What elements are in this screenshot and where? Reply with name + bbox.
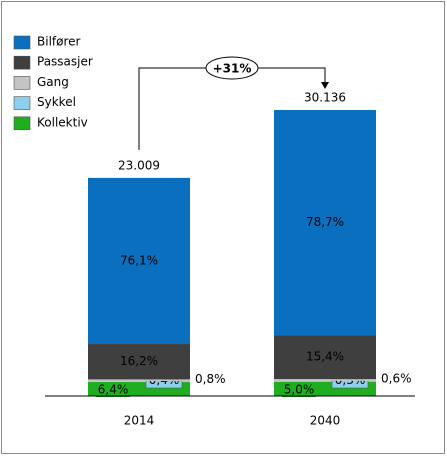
arrow-head [321, 82, 329, 90]
data-label: 78,7% [306, 215, 344, 229]
data-label: 5,0% [284, 383, 315, 397]
legend-swatch [13, 55, 31, 70]
legend-label: Kollektiv [37, 115, 88, 129]
legend-swatch [13, 35, 31, 50]
legend-swatch [13, 116, 31, 131]
bar-segment [274, 380, 376, 382]
legend-label: Passasjer [37, 55, 93, 69]
data-label: 15,4% [306, 350, 344, 364]
legend-label: Bilfører [37, 35, 81, 49]
bar-segment [274, 335, 376, 380]
bar-segment [88, 381, 190, 383]
data-label: 0,8% [195, 372, 226, 386]
label-box [96, 382, 130, 397]
data-label: 6,4% [98, 383, 129, 397]
bar-segment [88, 344, 190, 380]
data-label: 16,2% [120, 354, 158, 368]
label-box [282, 382, 316, 397]
bar-segment [274, 110, 376, 336]
bar-segment [88, 177, 190, 345]
data-label: 0,6% [381, 372, 412, 386]
legend-label: Gang [37, 75, 69, 89]
x-tick-label: 2014 [124, 414, 155, 428]
legend-swatch [13, 76, 31, 90]
total-label: 30.136 [304, 91, 346, 105]
legend-swatch [13, 96, 31, 110]
legend-label: Sykkel [37, 95, 76, 109]
bar-segment [88, 379, 190, 382]
annotation-bubble [205, 56, 259, 80]
annotation: +31% [213, 62, 252, 76]
x-tick-label: 2040 [310, 414, 341, 428]
total-label: 23.009 [118, 158, 160, 172]
data-label: 76,1% [120, 253, 158, 267]
bar-segment [274, 379, 376, 381]
